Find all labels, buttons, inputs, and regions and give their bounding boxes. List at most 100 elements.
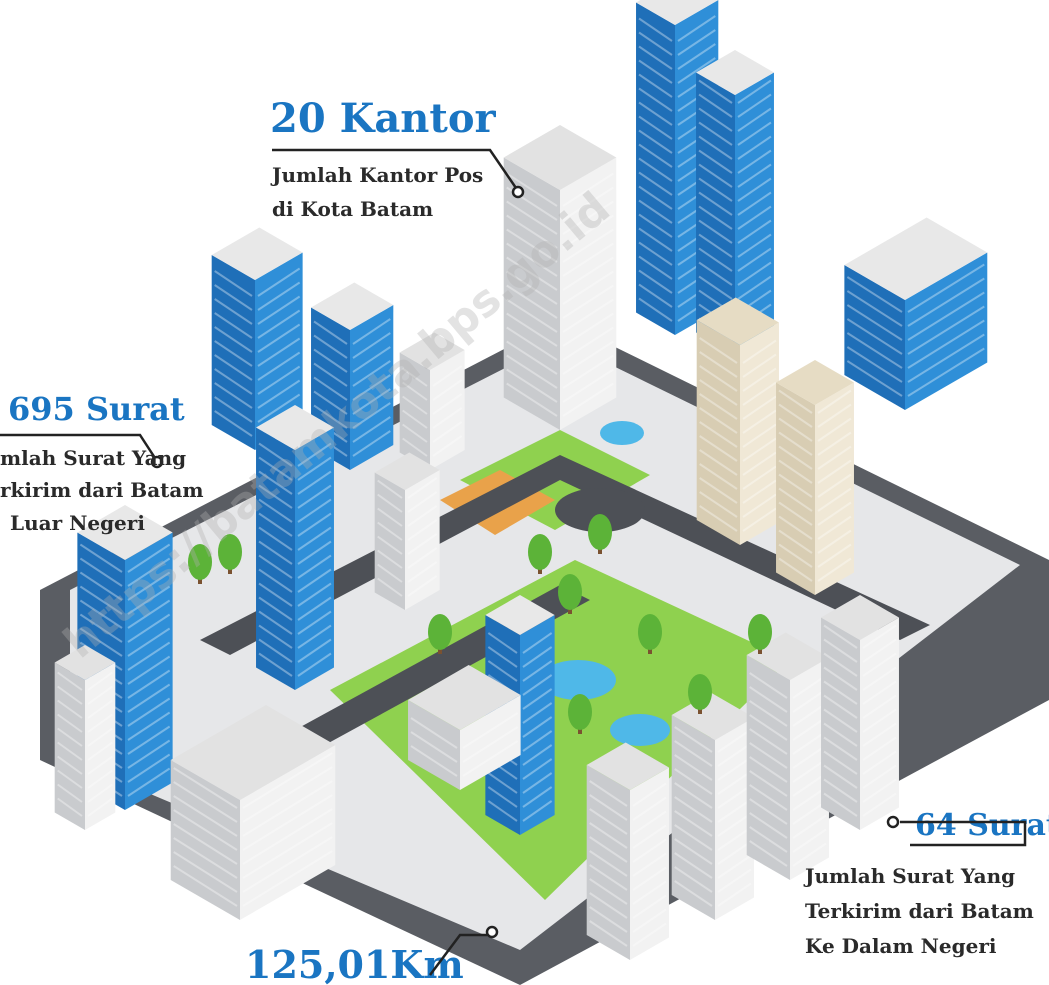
building-right: [350, 305, 394, 470]
window-row: [297, 582, 332, 607]
stat-desc: Jumlah Surat Yang: [803, 864, 1015, 888]
window-row: [674, 768, 713, 795]
window-row: [632, 810, 667, 835]
window-row: [862, 624, 897, 649]
window-row: [297, 456, 332, 481]
window-row: [907, 347, 985, 397]
window-row: [214, 326, 253, 353]
window-row: [742, 339, 777, 364]
window-row: [699, 421, 738, 448]
window-row: [737, 79, 772, 104]
window-row: [862, 778, 897, 803]
building: [746, 632, 829, 880]
window-row: [258, 540, 293, 565]
window-row: [127, 571, 171, 601]
window-row: [907, 333, 985, 383]
window-row: [674, 726, 713, 753]
window-row: [242, 766, 333, 823]
window-row: [257, 323, 301, 353]
window-row: [297, 624, 332, 649]
window-row: [562, 298, 614, 333]
window-row: [402, 367, 428, 387]
window-row: [749, 756, 788, 783]
building-left: [399, 352, 430, 470]
window-row: [698, 149, 733, 174]
building-right: [630, 767, 669, 960]
window-row: [638, 143, 673, 168]
window-row: [674, 866, 713, 893]
window-row: [173, 781, 238, 823]
window-row: [862, 638, 897, 663]
window-row: [297, 442, 332, 467]
window-row: [632, 852, 667, 877]
window-row: [778, 515, 813, 540]
window-row: [737, 135, 772, 160]
leader-dot: [886, 815, 900, 829]
window-row: [817, 431, 852, 456]
window-row: [778, 543, 813, 568]
window-row: [778, 529, 813, 554]
window-row: [257, 309, 301, 339]
window-row: [242, 780, 333, 837]
building: [586, 742, 669, 960]
window-row: [778, 557, 813, 582]
window-row: [698, 107, 733, 132]
window-row: [778, 459, 813, 484]
window-row: [242, 794, 333, 851]
window-row: [522, 646, 553, 668]
leader-line: [429, 933, 490, 976]
window-row: [522, 632, 553, 654]
building-roof: [399, 332, 465, 370]
stat-value: 64 Surat: [915, 808, 1049, 843]
window-row: [522, 772, 553, 794]
window-row: [242, 752, 333, 809]
window-row: [487, 646, 518, 668]
window-row: [699, 463, 738, 490]
window-row: [127, 585, 171, 615]
window-row: [862, 652, 897, 677]
window-row: [79, 613, 123, 643]
window-row: [589, 808, 628, 835]
building-left: [671, 715, 715, 920]
window-row: [817, 417, 852, 442]
window-row: [258, 652, 293, 677]
window-row: [487, 786, 518, 808]
window-row: [749, 840, 788, 867]
window-row: [862, 750, 897, 775]
window-row: [257, 365, 301, 395]
window-row: [57, 727, 83, 747]
window-row: [632, 796, 667, 821]
window-row: [57, 713, 83, 733]
window-row: [173, 767, 238, 809]
window-row: [79, 543, 123, 573]
window-row: [638, 199, 673, 224]
window-row: [258, 554, 293, 579]
window-row: [749, 784, 788, 811]
window-row: [737, 261, 772, 286]
building-roof: [211, 227, 303, 280]
window-row: [638, 227, 673, 252]
window-row: [522, 702, 553, 724]
window-row: [698, 177, 733, 202]
window-row: [127, 697, 171, 727]
window-row: [638, 185, 673, 210]
window-row: [717, 784, 752, 809]
window-row: [792, 800, 827, 825]
window-row: [313, 362, 348, 387]
window-row: [699, 393, 738, 420]
window-row: [297, 652, 332, 677]
window-row: [402, 409, 428, 429]
window-row: [792, 842, 827, 867]
window-row: [506, 354, 558, 389]
window-row: [258, 526, 293, 551]
tree: [218, 534, 242, 570]
window-row: [487, 772, 518, 794]
window-row: [862, 708, 897, 733]
building-roof: [586, 742, 669, 790]
window-row: [737, 219, 772, 244]
window-row: [589, 892, 628, 919]
building-roof: [696, 50, 774, 95]
stat-desc: Luar Negeri: [10, 511, 145, 535]
window-row: [432, 365, 463, 387]
window-row: [742, 423, 777, 448]
